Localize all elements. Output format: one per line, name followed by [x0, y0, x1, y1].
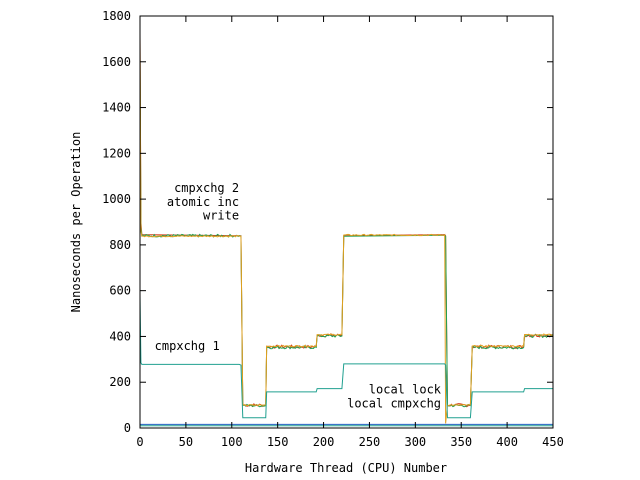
- annotation-label: cmpxchg 1: [155, 339, 220, 353]
- series-layer: [139, 34, 554, 427]
- y-tick-label: 400: [109, 329, 131, 343]
- x-tick-label: 250: [359, 435, 381, 449]
- y-tick-label: 1200: [102, 146, 131, 160]
- y-tick-label: 1800: [102, 9, 131, 23]
- annotation-label: write: [203, 209, 239, 223]
- x-tick-label: 450: [542, 435, 564, 449]
- series-line-3: [139, 295, 553, 419]
- x-tick-label: 400: [496, 435, 518, 449]
- x-tick-label: 100: [221, 435, 243, 449]
- y-axis: 0 200 400 600 800 1000 1200 1400 1600 1800: [102, 9, 553, 435]
- annotation-label: local cmpxchg: [347, 396, 441, 410]
- y-tick-label: 0: [124, 421, 131, 435]
- y-tick-label: 800: [109, 238, 131, 252]
- y-tick-label: 1600: [102, 55, 131, 69]
- x-tick-label: 0: [136, 435, 143, 449]
- annotation-label: local lock: [369, 383, 442, 397]
- x-tick-label: 200: [313, 435, 335, 449]
- x-tick-label: 50: [179, 435, 193, 449]
- annotation-label: cmpxchg 2: [174, 181, 239, 195]
- x-tick-label: 150: [267, 435, 289, 449]
- plot-frame: [139, 15, 554, 429]
- y-tick-label: 1400: [102, 101, 131, 115]
- x-axis: 0 50 100 150 200 250 300 350 400 450: [136, 16, 564, 449]
- series-line-1: [139, 61, 554, 408]
- x-tick-label: 350: [450, 435, 472, 449]
- series-line-2: [139, 36, 554, 424]
- x-tick-label: 300: [404, 435, 426, 449]
- y-tick-label: 200: [109, 375, 131, 389]
- y-tick-label: 1000: [102, 192, 131, 206]
- x-axis-label: Hardware Thread (CPU) Number: [245, 461, 447, 475]
- y-axis-label: Nanoseconds per Operation: [69, 132, 83, 313]
- y-tick-label: 600: [109, 284, 131, 298]
- annotation-label: atomic inc: [167, 195, 239, 209]
